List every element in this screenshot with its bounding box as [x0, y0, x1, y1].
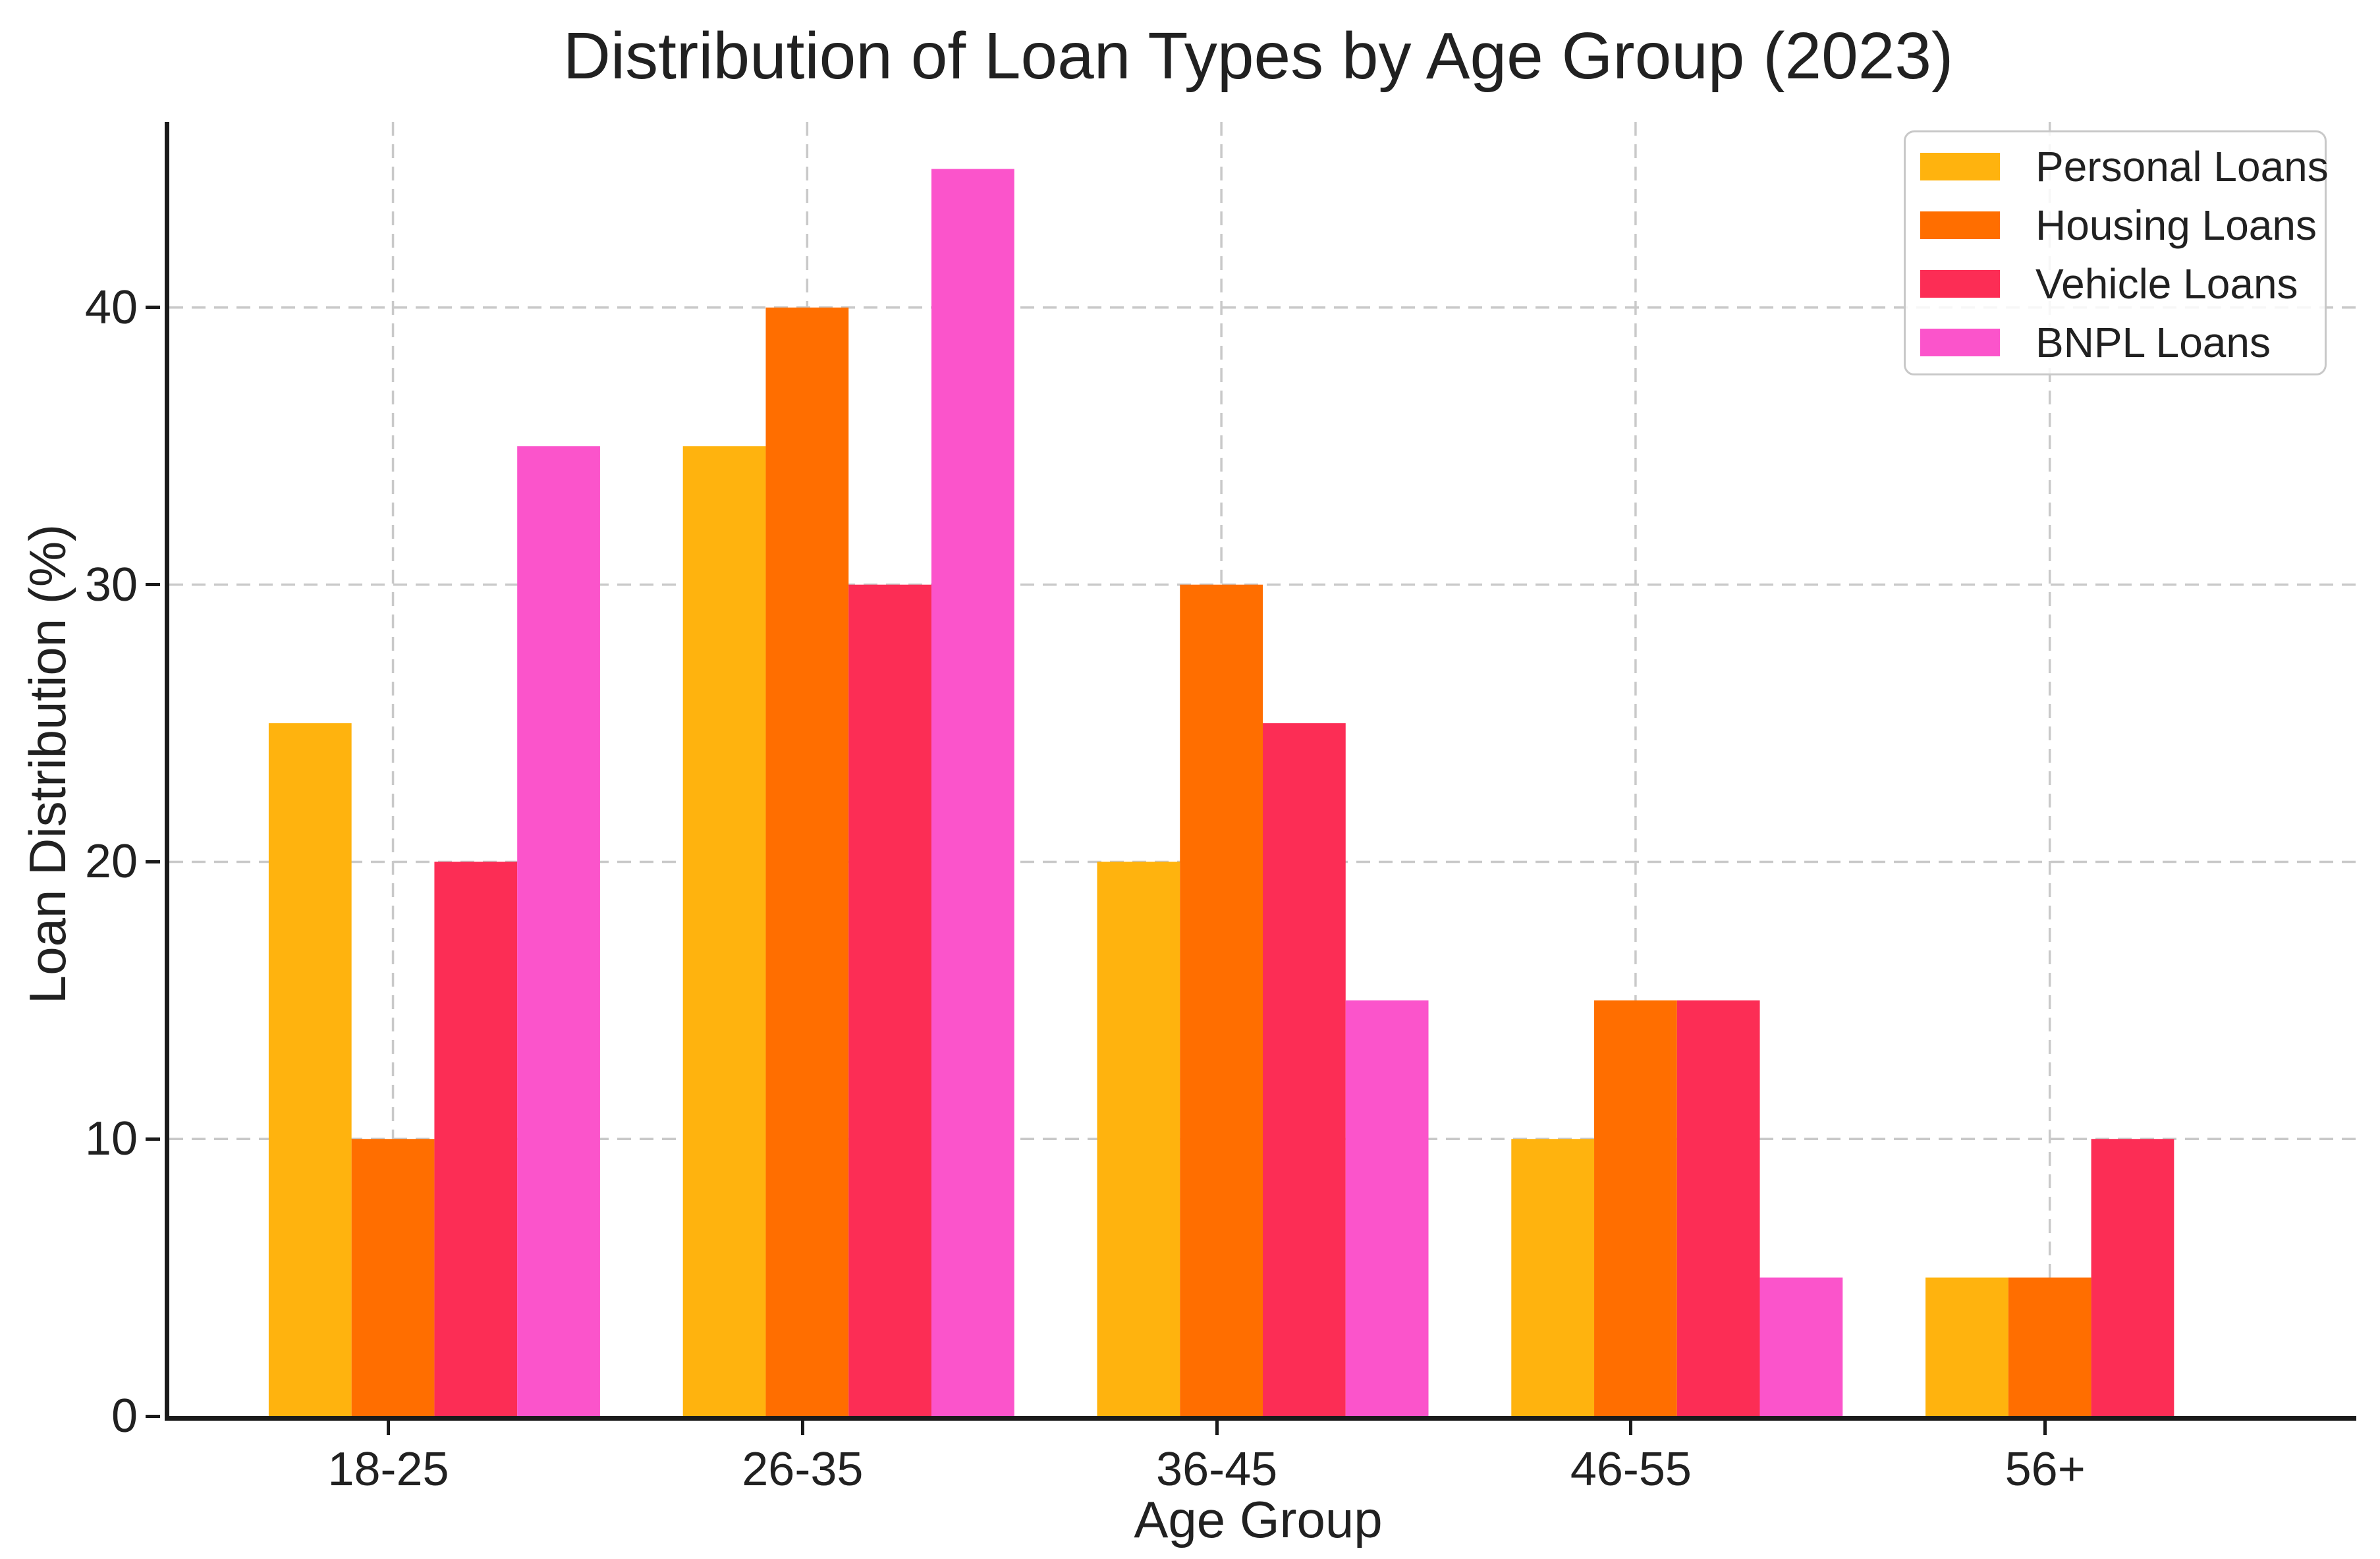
bar-housing-loans-46-55: [1594, 1000, 1677, 1416]
legend-label-personal-loans: Personal Loans: [2035, 142, 2329, 190]
plot-canvas: [169, 122, 2356, 1416]
plot-area: [165, 122, 2356, 1421]
y-tick-label-10: 10: [84, 1112, 138, 1166]
bar-housing-loans-18-25: [351, 1139, 435, 1416]
bar-bnpl-loans-26-35: [931, 169, 1014, 1416]
bar-personal-loans-46-55: [1511, 1139, 1595, 1416]
x-axis-label: Age Group: [1134, 1491, 1383, 1548]
bar-vehicle-loans-56-: [2091, 1139, 2174, 1416]
bar-personal-loans-56-: [1925, 1277, 2008, 1416]
y-tick-label-0: 0: [111, 1390, 138, 1442]
bar-personal-loans-18-25: [268, 723, 352, 1416]
legend-label-bnpl-loans: BNPL Loans: [2035, 318, 2271, 366]
y-axis-label: Loan Distribution (%): [18, 524, 76, 1004]
x-tick-label-56-: 56+: [2005, 1443, 2086, 1496]
x-tick-mark-46-55: [1629, 1421, 1633, 1435]
legend-label-housing-loans: Housing Loans: [2035, 201, 2317, 249]
bar-bnpl-loans-36-45: [1345, 1000, 1429, 1416]
legend-label-vehicle-loans: Vehicle Loans: [2035, 260, 2298, 308]
legend-item-housing-loans: Housing Loans: [1920, 196, 2325, 254]
y-tick-label-30: 30: [84, 558, 138, 611]
legend-item-bnpl-loans: BNPL Loans: [1920, 313, 2325, 371]
bar-personal-loans-36-45: [1097, 862, 1180, 1416]
bar-bnpl-loans-18-25: [517, 446, 600, 1416]
y-tick-label-20: 20: [84, 835, 138, 889]
x-tick-label-26-35: 26-35: [742, 1443, 864, 1496]
legend-item-vehicle-loans: Vehicle Loans: [1920, 254, 2325, 313]
legend-swatch-bnpl-loans: [1920, 328, 2000, 356]
bar-vehicle-loans-46-55: [1676, 1000, 1760, 1416]
x-tick-mark-56-: [2043, 1421, 2047, 1435]
x-tick-label-36-45: 36-45: [1156, 1443, 1278, 1496]
y-tick-mark-0: [146, 1414, 160, 1418]
y-tick-mark-20: [146, 860, 160, 863]
y-tick-mark-10: [146, 1137, 160, 1141]
y-tick-mark-30: [146, 583, 160, 587]
bar-personal-loans-26-35: [682, 446, 766, 1416]
bar-housing-loans-56-: [2008, 1277, 2091, 1416]
x-tick-mark-26-35: [800, 1421, 804, 1435]
bar-housing-loans-26-35: [765, 307, 849, 1416]
legend-swatch-housing-loans: [1920, 211, 2000, 239]
bar-vehicle-loans-36-45: [1263, 723, 1346, 1416]
chart-title: Distribution of Loan Types by Age Group …: [563, 19, 1954, 93]
x-tick-label-46-55: 46-55: [1570, 1443, 1692, 1496]
bar-bnpl-loans-46-55: [1759, 1277, 1843, 1416]
x-tick-mark-18-25: [387, 1421, 391, 1435]
bar-vehicle-loans-26-35: [848, 584, 931, 1416]
y-tick-label-40: 40: [84, 281, 138, 334]
bar-housing-loans-36-45: [1180, 584, 1263, 1416]
x-tick-label-18-25: 18-25: [327, 1443, 449, 1496]
bar-vehicle-loans-18-25: [434, 862, 518, 1416]
legend: Personal Loans Housing Loans Vehicle Loans…: [1904, 130, 2329, 375]
legend-swatch-personal-loans: [1920, 152, 2000, 180]
legend-item-personal-loans: Personal Loans: [1920, 137, 2329, 196]
legend-swatch-vehicle-loans: [1920, 269, 2000, 298]
x-tick-mark-36-45: [1215, 1421, 1219, 1435]
y-tick-mark-40: [146, 306, 160, 310]
